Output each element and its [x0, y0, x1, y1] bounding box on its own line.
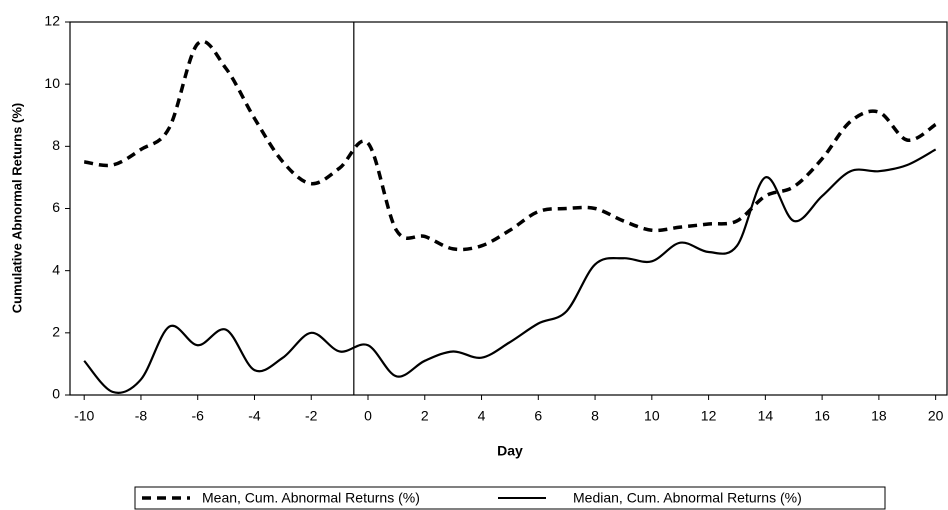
- x-tick-label: 20: [928, 408, 944, 424]
- x-tick-label: -2: [305, 408, 318, 424]
- legend-label: Median, Cum. Abnormal Returns (%): [573, 490, 802, 506]
- x-tick-label: -6: [191, 408, 204, 424]
- x-tick-label: 8: [591, 408, 599, 424]
- y-axis-label: Cumulative Abnormal Returns (%): [9, 103, 24, 313]
- x-tick-label: 10: [644, 408, 660, 424]
- x-tick-label: 16: [814, 408, 830, 424]
- plot-frame: [69, 21, 948, 396]
- x-tick-label: 6: [534, 408, 542, 424]
- series-line: [83, 39, 937, 252]
- y-tick-label: 12: [44, 13, 60, 29]
- x-tick-label: 4: [478, 408, 486, 424]
- x-tick-label: 12: [701, 408, 717, 424]
- x-tick-label: 2: [421, 408, 429, 424]
- x-tick-label: 0: [364, 408, 372, 424]
- legend-label: Mean, Cum. Abnormal Returns (%): [202, 490, 420, 506]
- y-tick-label: 0: [52, 386, 60, 402]
- y-tick-label: 4: [52, 261, 60, 277]
- y-tick-label: 8: [52, 137, 60, 153]
- series-line: [83, 148, 937, 394]
- x-axis-label: Day: [497, 443, 523, 459]
- x-tick-label: 18: [871, 408, 887, 424]
- x-tick-label: -10: [74, 408, 94, 424]
- y-tick-label: 6: [52, 199, 60, 215]
- x-tick-label: -8: [135, 408, 148, 424]
- y-tick-label: 2: [52, 324, 60, 340]
- x-tick-label: -4: [248, 408, 261, 424]
- y-tick-label: 10: [44, 75, 60, 91]
- legend-box: [134, 486, 886, 510]
- x-tick-label: 14: [758, 408, 774, 424]
